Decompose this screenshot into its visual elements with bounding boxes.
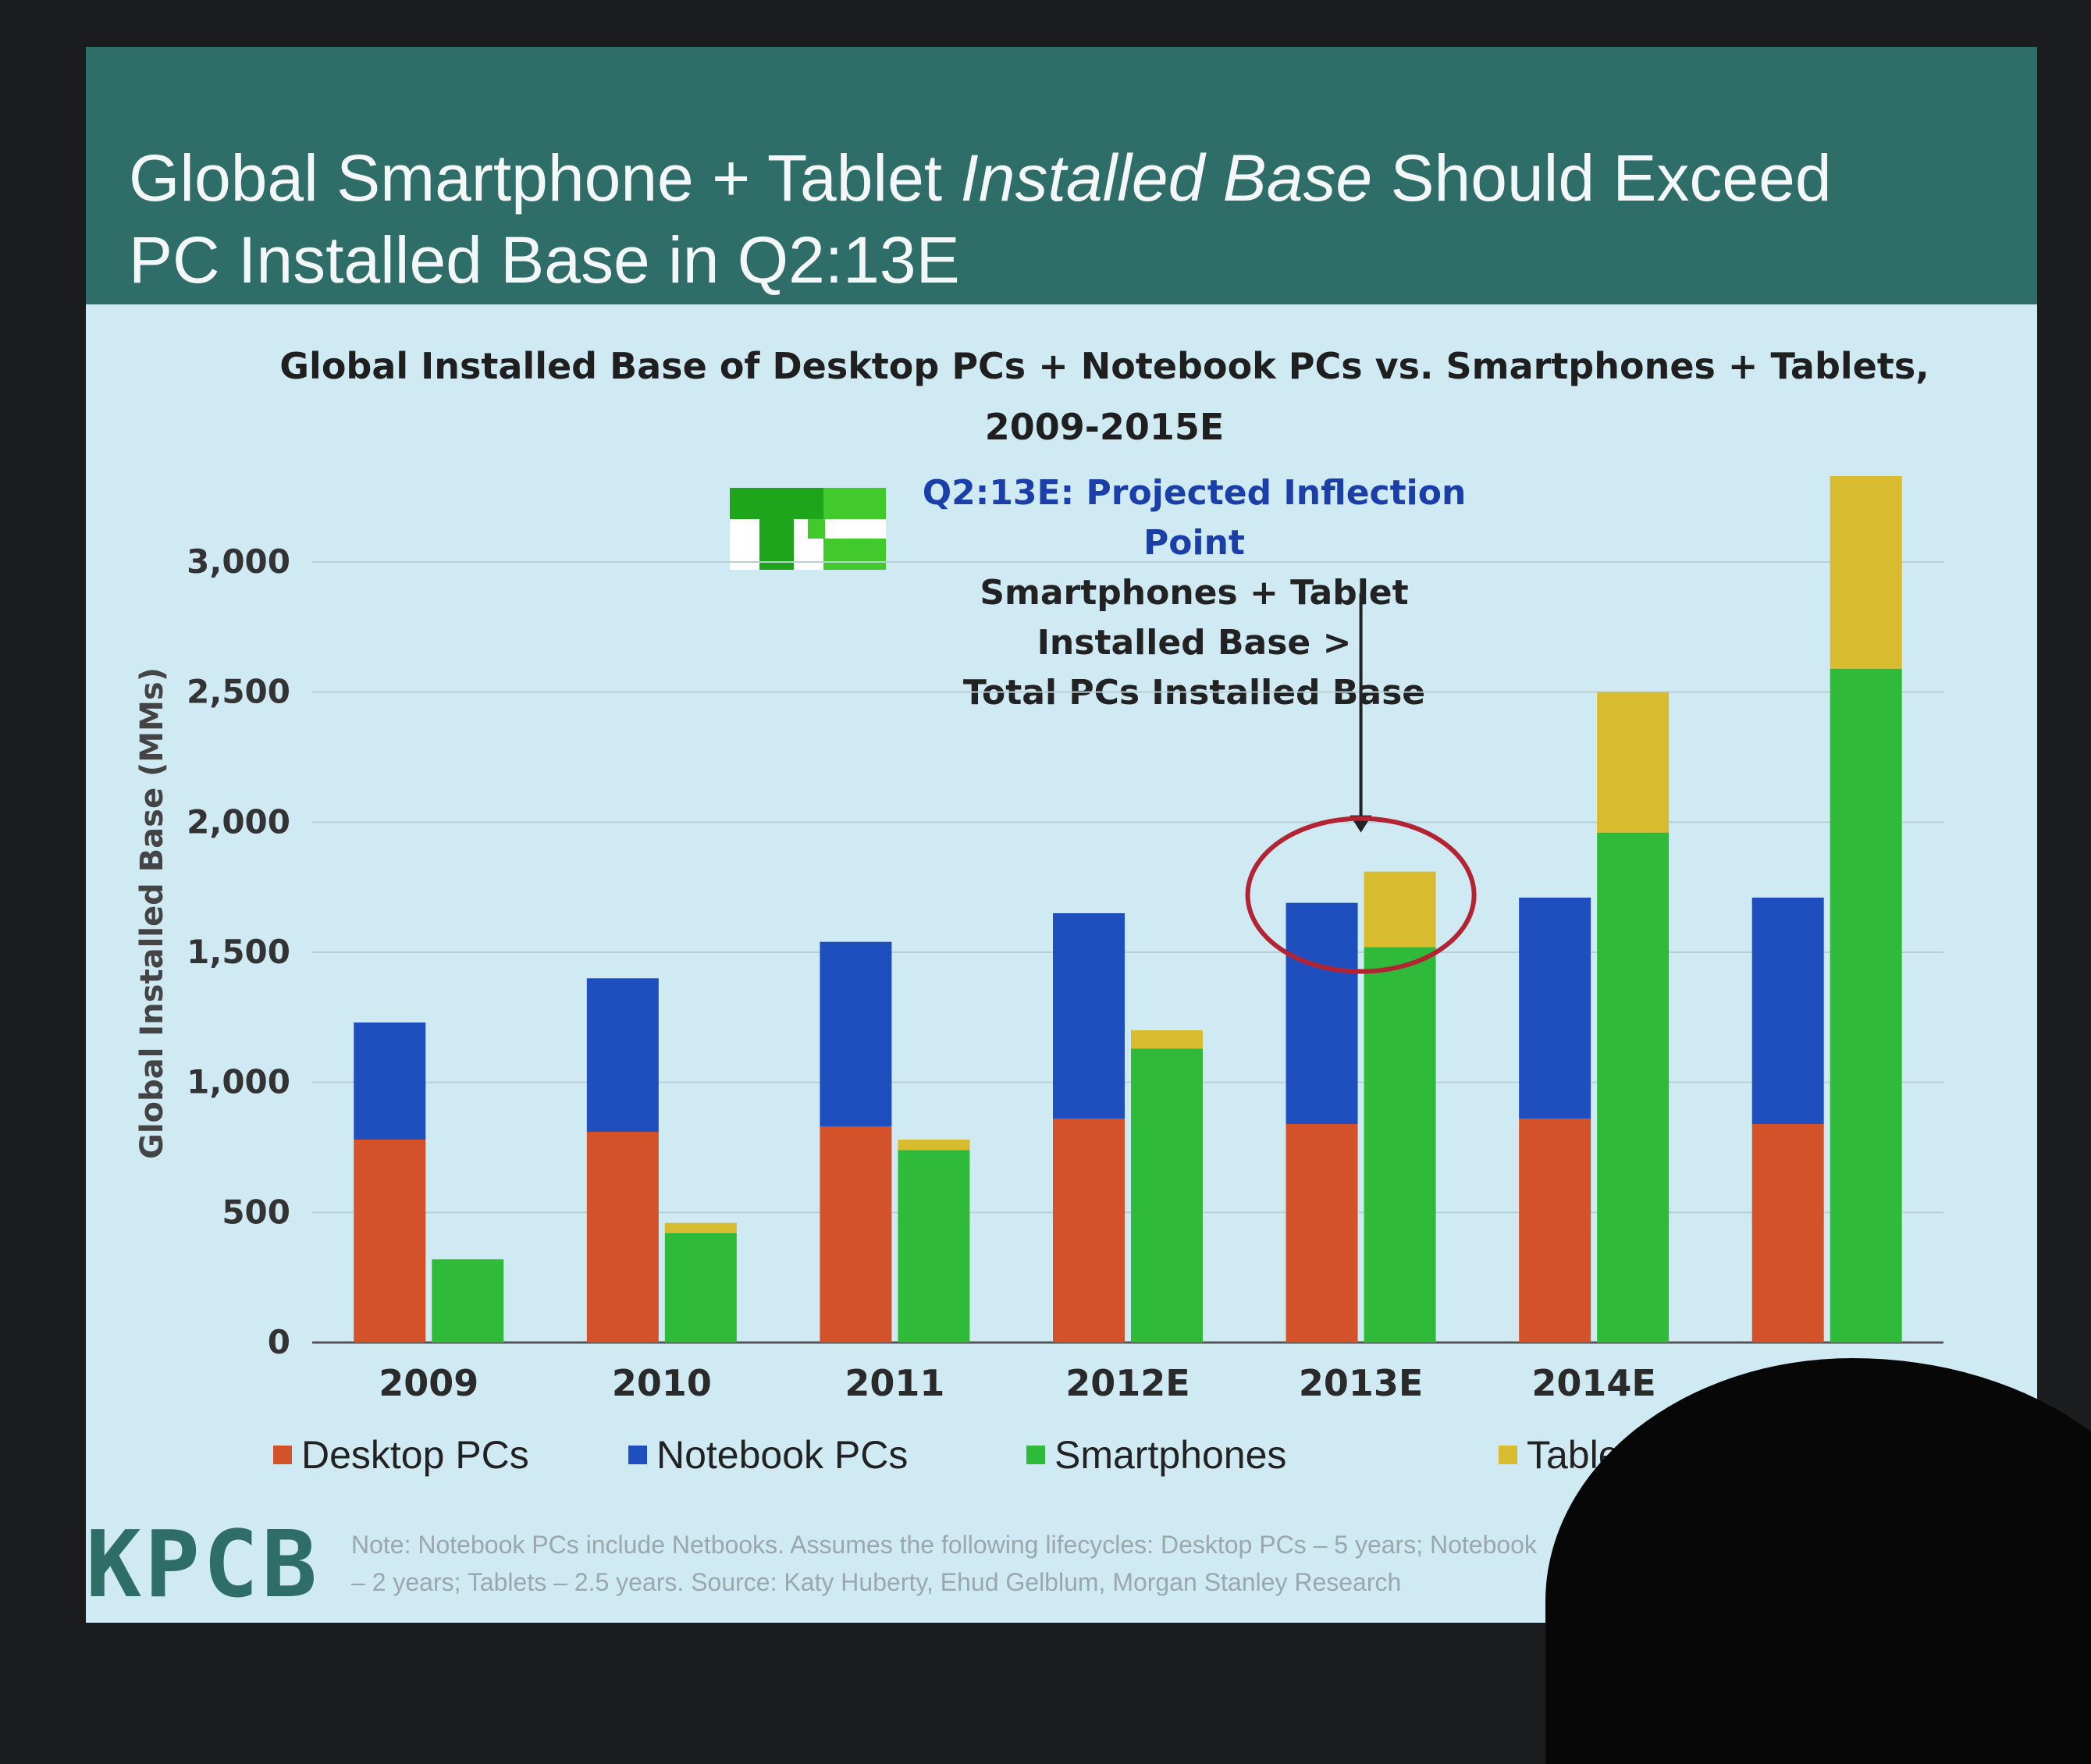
y-tick-label: 500 <box>222 1193 290 1231</box>
bar-smartphones <box>432 1259 504 1343</box>
bar-notebook-pcs <box>1053 913 1125 1119</box>
bar-smartphones <box>1364 947 1436 1343</box>
bar-smartphones <box>898 1150 970 1343</box>
bar-desktop-pcs <box>1053 1119 1125 1343</box>
bar-desktop-pcs <box>586 1132 659 1343</box>
bar-desktop-pcs <box>820 1126 892 1343</box>
slide: Global Smartphone + Tablet Installed Bas… <box>86 47 2037 1623</box>
bar-tablets <box>1597 692 1670 833</box>
bar-smartphones <box>664 1233 737 1343</box>
y-tick-label: 3,000 <box>187 542 290 581</box>
bar-notebook-pcs <box>820 941 892 1127</box>
legend-swatch-tablets <box>1499 1446 1517 1464</box>
inflection-circle <box>1245 816 1477 974</box>
y-tick-label: 2,500 <box>187 673 290 711</box>
bar-notebook-pcs <box>1286 902 1358 1124</box>
annotation-heading: Q2:13E: Projected Inflection Point <box>922 473 1467 563</box>
bar-smartphones <box>1830 668 1902 1343</box>
bar-notebook-pcs <box>586 978 659 1132</box>
bar-smartphones <box>1597 832 1670 1343</box>
legend-swatch-notebook <box>628 1446 647 1464</box>
x-tick-label: 2014E <box>1531 1362 1655 1404</box>
bar-desktop-pcs <box>354 1140 426 1343</box>
y-tick-label: 2,000 <box>187 802 290 841</box>
legend-swatch-desktop <box>273 1446 292 1464</box>
footnote-line1: Note: Notebook PCs include Netbooks. Ass… <box>351 1531 1537 1559</box>
bar-smartphones <box>1131 1048 1203 1343</box>
chart-plot: 0 500 1,000 1,500 2,000 2,500 3,000 Global Inst… <box>134 476 1943 1404</box>
bar-notebook-pcs <box>1519 898 1591 1119</box>
title-band: Global Smartphone + Tablet Installed Bas… <box>86 47 2037 304</box>
chart-title-line1: Global Installed Base of Desktop PCs + N… <box>279 345 1929 387</box>
y-tick-label: 1,000 <box>187 1063 290 1101</box>
bar-tablets <box>1364 871 1436 948</box>
bar-desktop-pcs <box>1286 1124 1358 1343</box>
slide-title-line1: Global Smartphone + Tablet Installed Bas… <box>129 141 1832 215</box>
legend-item-notebook: Notebook PCs <box>628 1432 908 1478</box>
legend-item-smartphones: Smartphones <box>1026 1432 1286 1478</box>
footnote: Note: Notebook PCs include Netbooks. Ass… <box>351 1526 1600 1601</box>
x-tick-label: 2012E <box>1065 1362 1190 1404</box>
annotation-line1: Smartphones + Tablet Installed Base > <box>980 573 1409 663</box>
slide-title-line2: PC Installed Base in Q2:13E <box>129 223 960 297</box>
bar-notebook-pcs <box>1751 898 1824 1124</box>
x-tick-label: 2010 <box>612 1362 712 1404</box>
inflection-annotation: Q2:13E: Projected Inflection Point Smart… <box>898 468 1491 718</box>
y-tick-label: 0 <box>268 1323 290 1361</box>
bar-tablets <box>1830 476 1902 669</box>
bar-notebook-pcs <box>354 1022 426 1140</box>
bar-desktop-pcs <box>1751 1124 1824 1343</box>
legend: Desktop PCs Notebook PCs Smartphones Tab… <box>273 1432 1756 1495</box>
kpcb-logo: KPCB <box>86 1510 321 1618</box>
footnote-line2: – 2 years; Tablets – 2.5 years. Source: … <box>351 1568 1402 1596</box>
y-axis-label: Global Installed Base (MMs) <box>134 667 170 1159</box>
x-tick-label: 2013E <box>1299 1362 1423 1404</box>
bar-tablets <box>664 1222 737 1233</box>
bar-tablets <box>1131 1030 1203 1049</box>
legend-item-desktop: Desktop PCs <box>273 1432 529 1478</box>
x-tick-label: 2011 <box>845 1362 944 1404</box>
tc-logo <box>730 488 886 570</box>
bar-desktop-pcs <box>1519 1119 1591 1343</box>
x-tick-label: 2009 <box>379 1362 478 1404</box>
chart-title-line2: 2009-2015E <box>984 406 1225 448</box>
chart-title: Global Installed Base of Desktop PCs + N… <box>187 336 2022 457</box>
bar-tablets <box>898 1140 970 1151</box>
legend-swatch-smartphones <box>1026 1446 1045 1464</box>
y-tick-label: 1,500 <box>187 933 290 971</box>
